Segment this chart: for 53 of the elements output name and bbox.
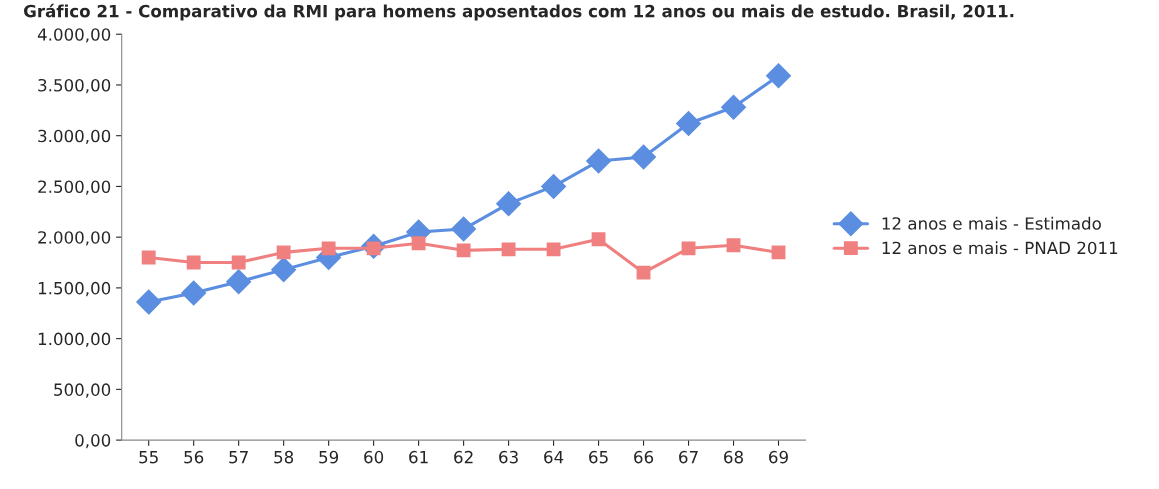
point: [276, 245, 291, 260]
point: [586, 148, 612, 174]
x-tick-label: 61: [409, 450, 428, 464]
y-tick-label: 2.500,00: [38, 180, 111, 195]
x-tick-label: 55: [139, 451, 158, 464]
point: [231, 255, 246, 270]
y-tick-label: 1.500,00: [38, 281, 111, 297]
point: [456, 243, 471, 258]
point: [721, 94, 747, 120]
legend-label: 12 anos e mais - PNAD 2011: [882, 241, 1118, 255]
point: [631, 144, 657, 170]
y-tick-label: 4.000,00: [37, 28, 111, 43]
point: [411, 236, 426, 251]
x-tick-label: 64: [544, 450, 564, 464]
point: [271, 257, 297, 283]
x-tick-label: 62: [454, 450, 473, 464]
legend-label: 12 anos e mais - Estimado: [882, 216, 1101, 230]
point: [676, 111, 702, 137]
point: [451, 216, 477, 242]
y-tick-label: 0,00: [75, 434, 111, 449]
y-tick-label: 500,00: [54, 383, 111, 398]
x-tick-label: 66: [634, 450, 654, 464]
x-tick-label: 69: [769, 450, 788, 464]
point: [136, 289, 162, 315]
y-tick-label: 1.000,00: [38, 332, 111, 347]
point: [681, 241, 696, 256]
x-tick-label: 57: [229, 451, 248, 464]
x-tick-label: 56: [184, 450, 204, 464]
point: [141, 250, 156, 265]
point: [501, 242, 516, 257]
point: [546, 242, 561, 257]
point: [591, 232, 606, 247]
y-tick-label: 2.000,00: [38, 231, 111, 246]
point: [186, 255, 201, 270]
x-tick-label: 60: [364, 450, 384, 464]
point: [726, 238, 741, 253]
x-tick-label: 59: [319, 450, 339, 464]
point: [321, 241, 336, 256]
point: [226, 269, 252, 295]
x-tick-label: 63: [499, 450, 518, 464]
y-tick-label: 3.500,00: [38, 78, 111, 94]
point: [766, 63, 791, 89]
y-tick-label: 3.000,00: [38, 129, 111, 144]
x-tick-label: 58: [274, 450, 294, 464]
point: [496, 191, 522, 217]
point: [541, 173, 567, 199]
x-tick-label: 65: [589, 450, 608, 464]
chart-title: Gráfico 21 - Comparativo da RMI para homens aposentados com 12 anos ou mais de estudo. Brasil, 2011.: [24, 3, 1014, 21]
point: [771, 245, 786, 260]
point: [181, 280, 207, 306]
x-tick-label: 67: [679, 450, 698, 464]
point: [636, 265, 651, 280]
x-tick-label: 68: [724, 450, 743, 464]
